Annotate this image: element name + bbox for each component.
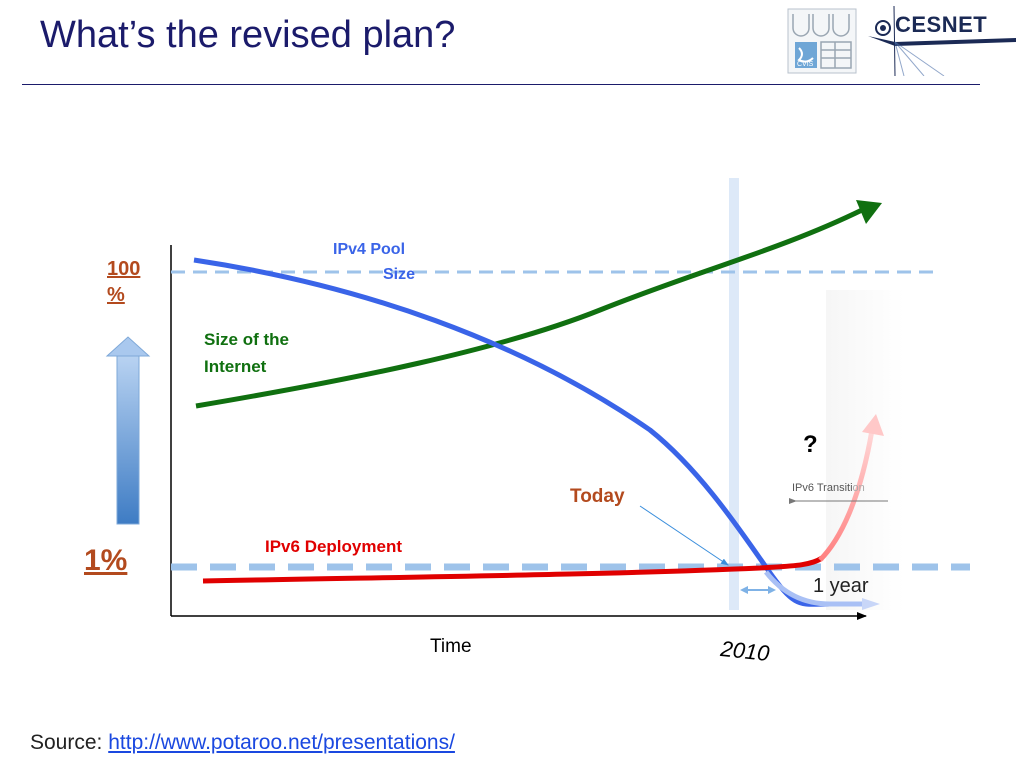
slide-title: What’s the revised plan? [40, 14, 456, 56]
growth-arrow-shaft [116, 354, 140, 525]
internet-size-label-line2: Internet [204, 357, 267, 376]
cesnet-logo-text: CESNET [895, 12, 988, 37]
ipv6-transition-label-a: IPv6 Transiti [792, 482, 853, 494]
cesnet-logo [868, 6, 1016, 76]
cvis-logo: CVIS [787, 8, 857, 74]
one-percent-label: 1% [84, 544, 128, 577]
ipv4-pool-label-line1: IPv4 Pool [333, 241, 406, 258]
year-marker-label: 2010 [719, 636, 771, 666]
today-pointer [639, 505, 729, 566]
internet-size-curve [195, 207, 864, 409]
ipv4-pool-label-line2: Size [383, 266, 416, 283]
ipv6-transition-curve [818, 429, 875, 562]
transition-shading [826, 290, 904, 610]
one-year-label: 1 year [813, 575, 869, 597]
today-label: Today [570, 486, 625, 507]
internet-size-label: Size of the Internet [204, 326, 324, 380]
source-prefix: Source: [30, 731, 103, 754]
source-link[interactable]: http://www.potaroo.net/presentations/ [108, 731, 455, 754]
ipv4-pool-arrowhead [862, 598, 880, 610]
x-axis-label: Time [430, 636, 472, 657]
growth-arrow-head [105, 336, 151, 357]
ipv6-deployment-label: IPv6 Deployment [265, 537, 402, 556]
today-marker-band [729, 178, 739, 610]
source-citation: Source: http://www.potaroo.net/presentat… [30, 731, 455, 755]
ipv4-pool-label: IPv4 Pool Size [333, 237, 453, 287]
question-mark-label: ? [803, 431, 818, 458]
ipv6-transition-arrowhead [862, 414, 884, 436]
ipv4-pool-tail [764, 570, 868, 607]
ipv6-transition-label: IPv6 Transition [792, 482, 865, 494]
hundred-percent-label: 100 % [107, 258, 141, 306]
title-divider [22, 84, 980, 85]
ipv6-deployment-curve [202, 555, 824, 584]
internet-size-arrowhead [856, 200, 882, 224]
cvis-logo-text: CVIS [797, 61, 814, 68]
internet-size-label-line1: Size of the [204, 330, 290, 349]
ipv6-transition-label-b: on [852, 482, 865, 494]
